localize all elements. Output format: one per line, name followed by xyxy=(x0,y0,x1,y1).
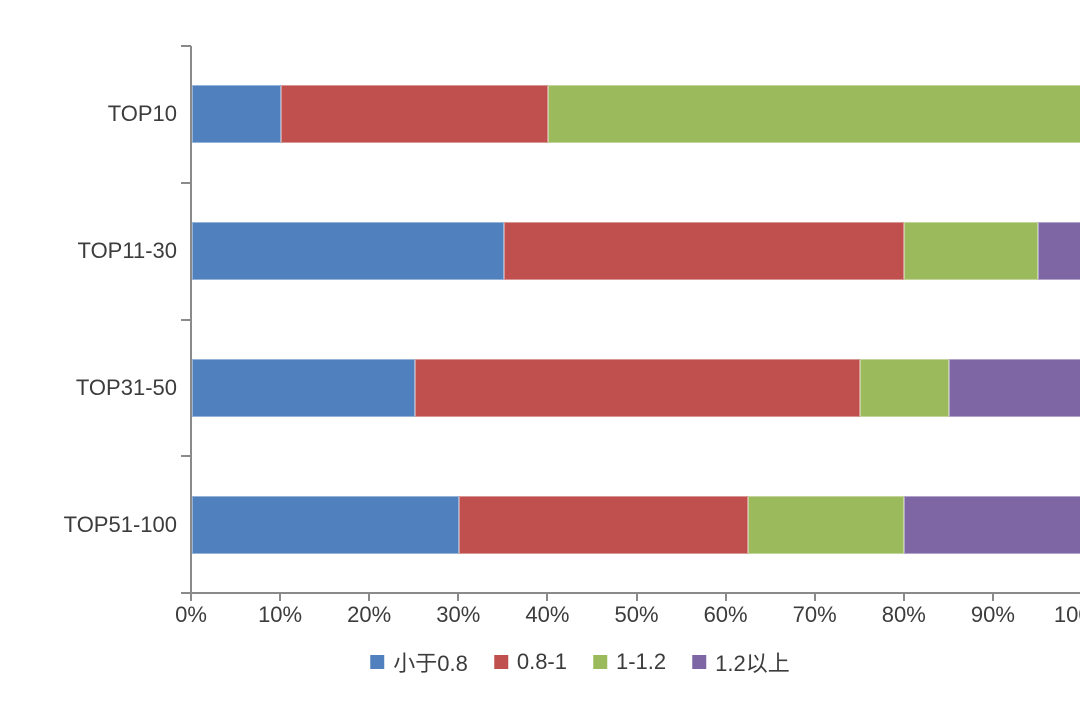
x-axis-tick xyxy=(725,594,727,601)
x-axis-tick xyxy=(636,594,638,601)
x-axis-tick-label: 50% xyxy=(614,602,658,628)
bar-segment xyxy=(192,222,504,280)
x-axis-tick-label: 60% xyxy=(704,602,748,628)
bar-segment xyxy=(949,359,1080,417)
x-axis-tick xyxy=(546,594,548,601)
x-axis-tick xyxy=(457,594,459,601)
legend-swatch-icon xyxy=(692,655,706,669)
legend-swatch-icon xyxy=(370,655,384,669)
x-axis-tick-label: 70% xyxy=(793,602,837,628)
bar-segment xyxy=(459,496,748,554)
bar-segment xyxy=(904,222,1038,280)
bar-segment xyxy=(192,359,415,417)
y-axis-tick xyxy=(181,319,191,321)
legend-item: 1.2以上 xyxy=(692,646,790,678)
bar-segment xyxy=(548,85,1080,143)
bar-row xyxy=(192,496,1080,554)
x-axis-tick-label: 40% xyxy=(525,602,569,628)
bar-segment xyxy=(748,496,904,554)
x-axis-tick-label: 80% xyxy=(882,602,926,628)
bar-segment xyxy=(415,359,860,417)
legend: 小于0.8 0.8-1 1-1.2 1.2以上 xyxy=(370,646,790,678)
x-axis-tick xyxy=(814,594,816,601)
x-axis-tick-label: 100% xyxy=(1054,602,1080,628)
y-axis-tick xyxy=(181,182,191,184)
x-axis-tick xyxy=(368,594,370,601)
category-label: TOP51-100 xyxy=(40,496,177,554)
legend-label: 1.2以上 xyxy=(715,646,790,678)
x-axis-tick-label: 0% xyxy=(175,602,207,628)
bar-segment xyxy=(192,496,459,554)
bar-segment xyxy=(1038,222,1080,280)
bar-segment xyxy=(504,222,905,280)
x-axis-tick xyxy=(903,594,905,601)
legend-label: 0.8-1 xyxy=(517,649,567,675)
bar-segment xyxy=(860,359,949,417)
x-axis-tick-label: 20% xyxy=(347,602,391,628)
legend-item: 小于0.8 xyxy=(370,646,468,678)
bar-segment xyxy=(904,496,1080,554)
bar-segment xyxy=(281,85,548,143)
legend-item: 1-1.2 xyxy=(593,649,666,675)
x-axis-tick-label: 90% xyxy=(971,602,1015,628)
legend-item: 0.8-1 xyxy=(494,649,567,675)
category-label: TOP31-50 xyxy=(40,359,177,417)
x-axis-tick xyxy=(279,594,281,601)
x-axis-tick xyxy=(190,594,192,601)
x-axis-tick-label: 30% xyxy=(436,602,480,628)
legend-label: 小于0.8 xyxy=(393,646,468,678)
y-axis-tick xyxy=(181,45,191,47)
category-label: TOP10 xyxy=(40,85,177,143)
stacked-bar-chart: TOP10 TOP11-30 TOP31-50 TOP51-100 0% 10% 20% 3… xyxy=(40,16,1080,694)
bar-segment xyxy=(192,85,281,143)
x-axis-tick-label: 10% xyxy=(258,602,302,628)
bar-row xyxy=(192,85,1080,143)
bar-row xyxy=(192,222,1080,280)
legend-label: 1-1.2 xyxy=(616,649,666,675)
y-axis-tick xyxy=(181,455,191,457)
bar-row xyxy=(192,359,1080,417)
category-label: TOP11-30 xyxy=(40,222,177,280)
legend-swatch-icon xyxy=(593,655,607,669)
x-axis-tick xyxy=(992,594,994,601)
legend-swatch-icon xyxy=(494,655,508,669)
